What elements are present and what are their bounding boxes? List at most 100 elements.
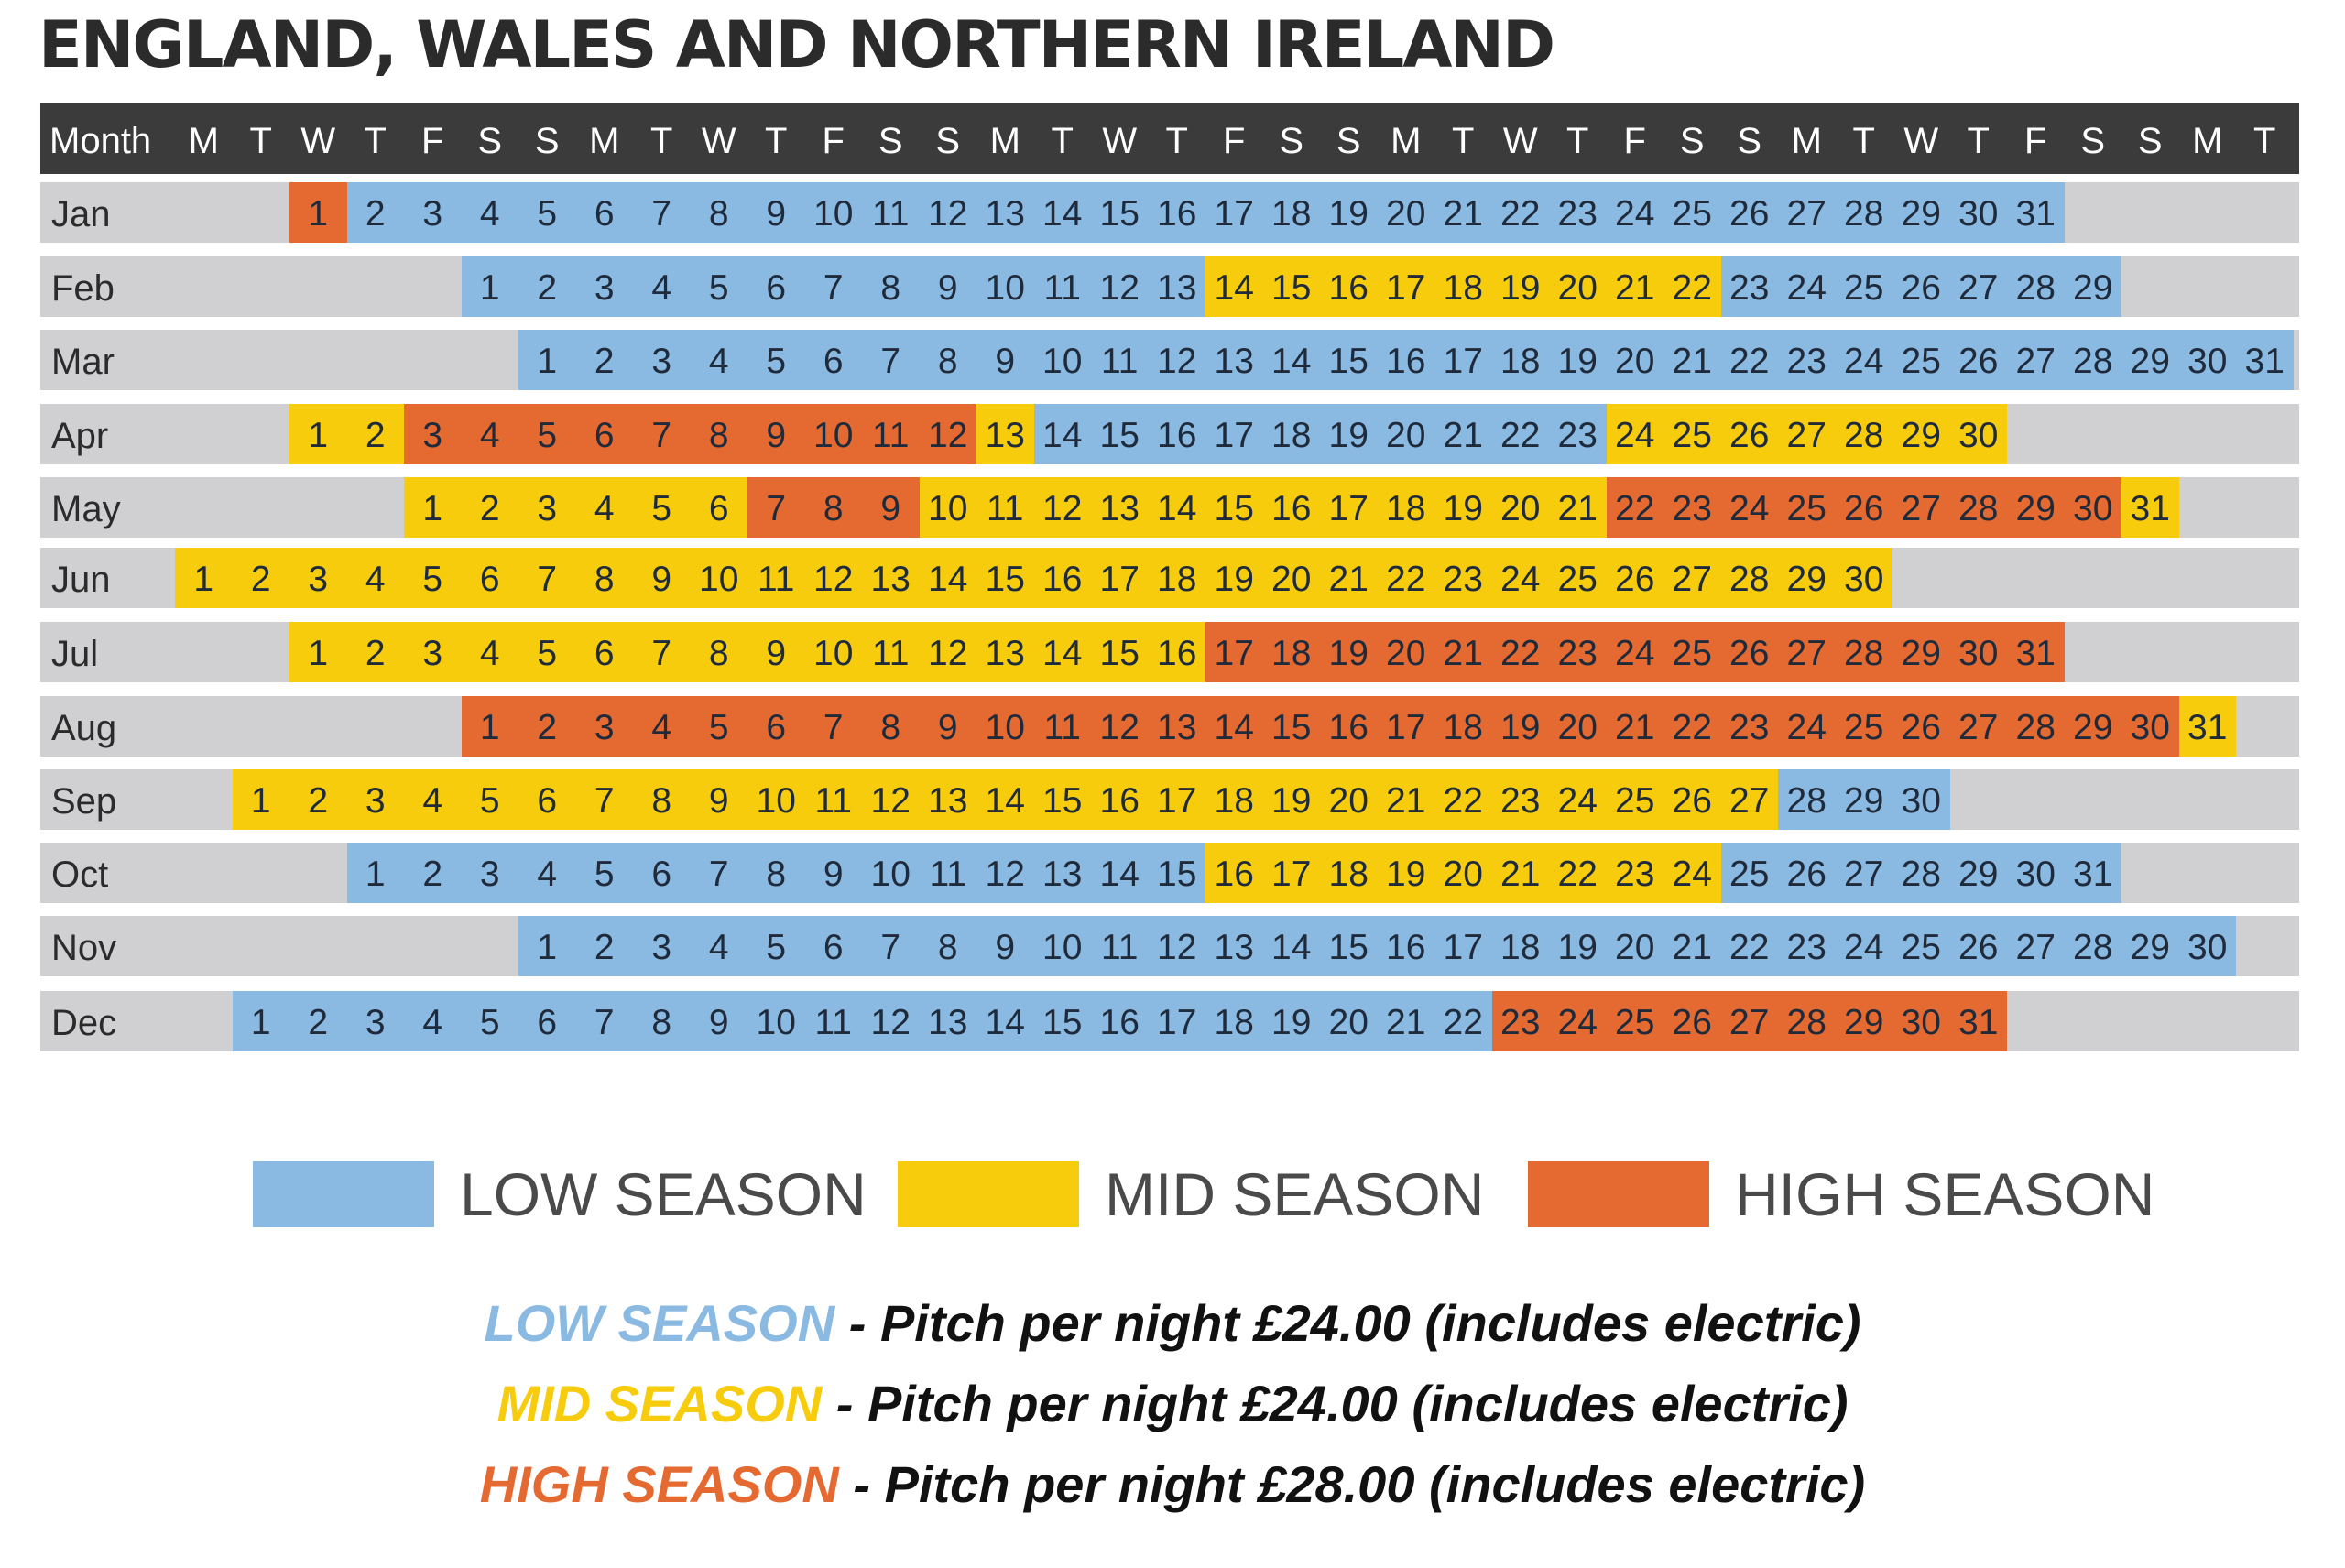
day-cell: 18 — [1271, 416, 1312, 455]
day-cell: 22 — [1729, 342, 1770, 381]
month-label: Dec — [51, 1003, 117, 1043]
month-label: Mar — [51, 342, 115, 382]
day-cell: 13 — [985, 634, 1025, 673]
day-cell: 7 — [651, 194, 672, 234]
day-cell: 22 — [1500, 416, 1541, 455]
day-cell: 23 — [1557, 416, 1598, 455]
high-season-segment — [1205, 622, 2065, 682]
day-cell: 7 — [880, 928, 901, 967]
day-cell: 19 — [1271, 1003, 1312, 1042]
day-cell: 20 — [1328, 781, 1369, 821]
month-label: Jun — [51, 560, 111, 600]
day-cell: 9 — [937, 708, 958, 747]
day-cell: 24 — [1557, 781, 1598, 821]
day-cell: 26 — [1901, 268, 1941, 308]
weekday-header: M — [1391, 121, 1422, 161]
day-cell: 20 — [1386, 194, 1426, 234]
day-cell: 17 — [1214, 194, 1254, 234]
day-cell: 29 — [1901, 194, 1941, 234]
day-cell: 9 — [995, 342, 1016, 381]
day-cell: 25 — [1615, 781, 1655, 821]
day-cell: 29 — [2130, 928, 2170, 967]
day-cell: 31 — [2015, 194, 2056, 234]
day-cell: 1 — [365, 855, 386, 894]
day-cell: 3 — [365, 1003, 386, 1042]
day-cell: 2 — [308, 1003, 329, 1042]
day-cell: 4 — [708, 928, 729, 967]
day-cell: 10 — [756, 781, 796, 821]
weekday-header: W — [1102, 121, 1138, 161]
day-cell: 5 — [594, 855, 615, 894]
day-cell: 18 — [1214, 1003, 1254, 1042]
day-cell: 6 — [479, 560, 500, 599]
day-cell: 18 — [1500, 342, 1541, 381]
day-cell: 6 — [594, 194, 615, 234]
day-cell: 18 — [1271, 194, 1312, 234]
weekday-header: F — [1223, 121, 1246, 161]
weekday-header: S — [477, 121, 503, 161]
day-cell: 20 — [1386, 416, 1426, 455]
day-cell: 27 — [1958, 268, 1999, 308]
day-cell: 21 — [1386, 1003, 1426, 1042]
day-cell: 15 — [1328, 342, 1369, 381]
low-season-label: LOW SEASON — [460, 1160, 867, 1228]
day-cell: 9 — [708, 781, 729, 821]
day-cell: 16 — [1386, 928, 1426, 967]
day-cell: 14 — [1214, 268, 1254, 308]
day-cell: 28 — [1844, 634, 1884, 673]
day-cell: 21 — [1443, 634, 1483, 673]
weekday-header: W — [701, 121, 736, 161]
high-season-segment — [1491, 991, 2007, 1051]
day-cell: 26 — [1958, 928, 1999, 967]
day-cell: 11 — [872, 634, 910, 673]
day-cell: 15 — [1042, 781, 1083, 821]
day-cell: 19 — [1557, 928, 1598, 967]
weekday-header: S — [1279, 121, 1304, 161]
day-cell: 5 — [479, 781, 500, 821]
day-cell: 26 — [1901, 708, 1941, 747]
day-cell: 13 — [1099, 489, 1140, 528]
price-line-low: LOW SEASON - Pitch per night £24.00 (inc… — [0, 1293, 2345, 1353]
day-cell: 16 — [1328, 268, 1369, 308]
day-cell: 23 — [1557, 634, 1598, 673]
day-cell: 2 — [479, 489, 500, 528]
weekday-header: T — [765, 121, 788, 161]
day-cell: 25 — [1844, 708, 1884, 747]
weekday-header: W — [1502, 121, 1538, 161]
day-cell: 8 — [708, 634, 729, 673]
day-cell: 1 — [250, 781, 271, 821]
day-cell: 30 — [2187, 342, 2228, 381]
day-cell: 17 — [1328, 489, 1369, 528]
day-cell: 14 — [928, 560, 968, 599]
day-cell: 12 — [1042, 489, 1083, 528]
day-cell: 18 — [1443, 268, 1483, 308]
day-cell: 23 — [1500, 1003, 1541, 1042]
day-cell: 26 — [1729, 416, 1770, 455]
weekday-header: T — [364, 121, 387, 161]
day-cell: 11 — [814, 781, 853, 821]
day-cell: 14 — [1271, 342, 1312, 381]
day-cell: 23 — [1729, 708, 1770, 747]
day-cell: 29 — [1901, 416, 1941, 455]
day-cell: 12 — [928, 634, 968, 673]
mid-season-segment — [232, 769, 1778, 830]
month-label: Oct — [51, 855, 109, 895]
day-cell: 26 — [1672, 1003, 1712, 1042]
day-cell: 3 — [651, 342, 672, 381]
day-cell: 13 — [928, 1003, 968, 1042]
weekday-header: M — [188, 121, 219, 161]
day-cell: 4 — [651, 708, 672, 747]
day-cell: 22 — [1672, 268, 1712, 308]
day-cell: 3 — [365, 781, 386, 821]
day-cell: 4 — [537, 855, 558, 894]
day-cell: 17 — [1443, 342, 1483, 381]
day-cell: 2 — [594, 342, 615, 381]
day-cell: 5 — [766, 342, 787, 381]
day-cell: 15 — [1271, 268, 1312, 308]
day-cell: 5 — [708, 268, 729, 308]
weekday-header: W — [1903, 121, 1939, 161]
day-cell: 4 — [479, 634, 500, 673]
day-cell: 2 — [250, 560, 271, 599]
day-cell: 18 — [1386, 489, 1426, 528]
day-cell: 13 — [928, 781, 968, 821]
